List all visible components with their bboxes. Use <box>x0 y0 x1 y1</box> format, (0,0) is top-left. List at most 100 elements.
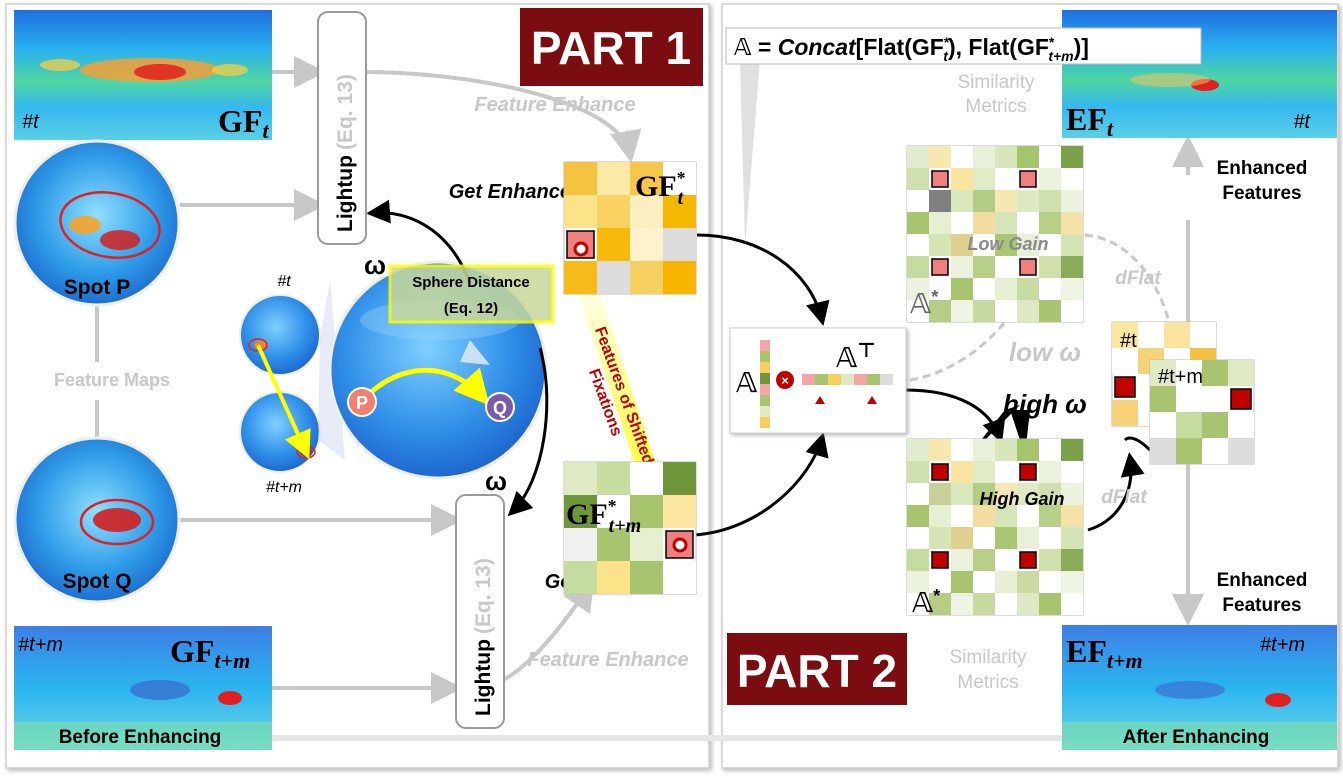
a-row-cell <box>854 374 867 385</box>
grid-cell <box>663 228 696 261</box>
grid-cell <box>1230 388 1252 410</box>
svg-text:Sphere Distance: Sphere Distance <box>412 274 530 291</box>
grid-cell <box>1039 439 1061 461</box>
grid-cell <box>564 561 597 594</box>
svg-text:(Eq. 12): (Eq. 12) <box>444 300 498 317</box>
grid-cell <box>951 505 973 527</box>
grid-cell <box>907 549 929 571</box>
grid-cell <box>1017 146 1039 168</box>
grid-cell <box>1017 593 1039 615</box>
formula-callout <box>740 60 760 245</box>
a-column-cell <box>760 340 770 351</box>
grid-cell <box>1176 412 1202 438</box>
gfstar-tm-grid <box>563 461 697 595</box>
grid-cell <box>951 146 973 168</box>
grid-cell <box>1017 190 1039 212</box>
grid-cell <box>907 505 929 527</box>
grid-cell <box>951 439 973 461</box>
enhanced-bottom-line1: Enhanced <box>1217 570 1308 591</box>
grid-cell <box>973 527 995 549</box>
grid-cell <box>951 593 973 615</box>
grid-cell <box>1017 439 1039 461</box>
point-p-marker: P <box>347 387 377 417</box>
grid-cell <box>931 463 949 481</box>
grid-cell <box>1061 571 1083 593</box>
spot-p-circle <box>13 139 181 307</box>
svg-text:Lightup(Eq. 13): Lightup(Eq. 13) <box>334 74 357 232</box>
grid-cell <box>1017 300 1039 322</box>
grid-cell <box>1061 234 1083 256</box>
a-star-low-label: 𝔸* <box>910 287 938 319</box>
grid-cell <box>1019 170 1037 188</box>
grid-cell <box>564 261 597 294</box>
grid-cell <box>597 261 630 294</box>
grid-cell <box>1176 360 1202 386</box>
grid-cell <box>1061 256 1083 278</box>
grid-cell <box>907 461 929 483</box>
gf-tm-frame-tag: #t+m <box>18 634 63 656</box>
grid-cell <box>1039 593 1061 615</box>
grid-cell <box>564 195 597 228</box>
ef-tm-frame-tag: #t+m <box>1260 634 1305 656</box>
spot-p-label: Spot P <box>64 276 131 299</box>
grid-cell <box>1228 360 1254 386</box>
grid-cell <box>630 261 663 294</box>
grid-cell <box>1114 376 1136 398</box>
grid-cell <box>1017 571 1039 593</box>
grid-cell <box>951 571 973 593</box>
omega-bottom: ω <box>485 466 507 496</box>
get-enhanced-top: Get Enhanced <box>449 181 584 203</box>
grid-cell <box>973 593 995 615</box>
grid-cell <box>663 462 696 495</box>
feature-enhance-top: Feature Enhance <box>474 94 635 116</box>
grid-cell <box>907 439 929 461</box>
grid-cell <box>1176 438 1202 464</box>
grid-cell <box>564 462 597 495</box>
grid-cell <box>973 168 995 190</box>
grid-cell <box>973 278 995 300</box>
grid-cell <box>973 461 995 483</box>
grid-cell <box>1061 461 1083 483</box>
grid-cell <box>1228 412 1254 438</box>
grid-cell <box>1150 360 1176 386</box>
grid-cell <box>663 561 696 594</box>
grid-cell <box>1202 360 1228 386</box>
gfstar-t-grid <box>563 161 697 295</box>
grid-cell <box>929 593 951 615</box>
a-column-cell <box>760 373 770 384</box>
grid-cell <box>1061 212 1083 234</box>
a-row-cell <box>802 374 815 385</box>
enhanced-top-line1: Enhanced <box>1217 158 1308 179</box>
similarity-bottom-line2: Metrics <box>957 672 1018 693</box>
grid-cell <box>1150 412 1176 438</box>
svg-text:P: P <box>356 393 368 413</box>
gf-t-frame-tag: #t <box>22 111 40 133</box>
grid-cell <box>1138 322 1164 348</box>
spot-q-label: Spot Q <box>63 570 132 593</box>
spot-q-circle <box>13 436 181 604</box>
grid-cell <box>564 495 597 528</box>
a-column-cell <box>760 351 770 362</box>
a-row-cell <box>841 374 854 385</box>
high-gain-label: High Gain <box>980 489 1065 509</box>
grid-cell <box>1039 571 1061 593</box>
grid-cell <box>597 561 630 594</box>
grid-cell <box>929 571 951 593</box>
grid-cell <box>564 162 597 195</box>
grid-cell <box>630 495 663 528</box>
grid-cell <box>1190 322 1216 348</box>
a-star-low-grid <box>906 145 1084 323</box>
grid-cell <box>597 228 630 261</box>
high-omega-label: high ω <box>1003 389 1087 419</box>
a-row-cell <box>828 374 841 385</box>
low-gain-label: Low Gain <box>968 234 1049 254</box>
grid-cell <box>1039 505 1061 527</box>
grid-cell <box>995 461 1017 483</box>
stack-tm-label: #t+m <box>1158 366 1203 388</box>
ef-t-label: EFt <box>1066 101 1114 141</box>
grid-cell <box>951 234 973 256</box>
grid-cell <box>663 495 696 528</box>
svg-text:Q: Q <box>493 398 507 418</box>
a-column-cell <box>760 395 770 406</box>
